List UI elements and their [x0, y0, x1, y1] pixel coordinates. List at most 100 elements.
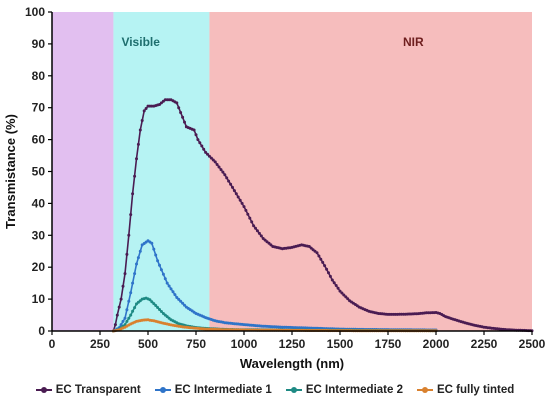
- data-point: [161, 272, 165, 276]
- data-point: [133, 174, 137, 178]
- data-point: [154, 253, 158, 257]
- data-point: [127, 299, 131, 303]
- data-point: [213, 160, 217, 164]
- data-point: [340, 291, 344, 295]
- data-point: [232, 189, 236, 193]
- data-point: [154, 304, 158, 307]
- region-label: NIR: [403, 35, 424, 49]
- data-point: [127, 316, 131, 320]
- data-point: [327, 271, 330, 275]
- data-point: [138, 128, 142, 132]
- y-tick-label: 60: [32, 133, 46, 147]
- data-point: [236, 195, 240, 199]
- data-series: [111, 98, 534, 333]
- data-point: [209, 156, 213, 160]
- data-point: [123, 316, 127, 320]
- data-point: [231, 185, 234, 189]
- legend-swatch: [285, 386, 302, 394]
- data-point: [159, 101, 163, 105]
- data-point: [344, 295, 348, 299]
- transmittance-chart: Visible NIR 0 250 500 750 1000 1250 1500 1750 200…: [3, 5, 546, 371]
- data-point: [158, 263, 161, 267]
- data-point: [144, 107, 148, 110]
- data-point: [177, 297, 181, 301]
- x-tick-label: 750: [186, 337, 206, 351]
- data-point: [257, 231, 261, 235]
- region-label: Visible: [121, 35, 160, 49]
- data-point: [242, 205, 246, 209]
- x-tick-label: 2500: [519, 337, 546, 351]
- data-point: [338, 289, 342, 293]
- region-band: [209, 12, 532, 331]
- data-point: [259, 234, 263, 238]
- x-tick-label: 1750: [375, 337, 402, 351]
- data-point: [223, 173, 227, 177]
- data-point: [334, 284, 338, 287]
- data-point: [181, 301, 185, 305]
- data-point: [136, 142, 140, 146]
- legend-label: EC Transparent: [55, 384, 141, 396]
- data-point: [240, 201, 244, 205]
- y-tick-label: 20: [32, 260, 46, 274]
- y-tick-label: 50: [32, 165, 46, 179]
- y-tick-label: 100: [25, 5, 45, 19]
- data-point: [265, 240, 269, 244]
- y-tick-label: 0: [38, 324, 45, 338]
- data-point: [221, 170, 225, 174]
- x-axis-ticks: 0 250 500 750 1000 1250 1500 1750 2000 2250 2500: [49, 331, 546, 351]
- y-tick-label: 90: [32, 37, 46, 51]
- data-point: [129, 213, 133, 217]
- legend-swatch: [35, 386, 52, 394]
- data-point: [175, 296, 179, 299]
- data-point: [183, 120, 186, 124]
- y-tick-label: 80: [32, 69, 46, 83]
- data-point: [202, 147, 206, 151]
- chart-legend: EC Transparent EC Intermediate 1 EC Interm…: [0, 384, 550, 396]
- legend-item: EC Intermediate 1: [154, 384, 272, 396]
- data-point: [131, 192, 135, 196]
- data-point: [328, 274, 332, 278]
- data-point: [159, 310, 163, 313]
- data-point: [192, 128, 196, 132]
- data-point: [129, 313, 133, 317]
- data-point: [319, 257, 323, 261]
- data-point: [181, 115, 185, 119]
- data-point: [323, 264, 327, 268]
- data-point: [217, 165, 221, 169]
- data-point: [246, 212, 250, 216]
- region-band: [113, 12, 210, 331]
- data-point: [135, 157, 138, 161]
- y-tick-label: 70: [32, 101, 46, 115]
- legend-item: EC Intermediate 2: [285, 384, 403, 396]
- data-point: [315, 251, 319, 255]
- data-point: [248, 216, 252, 220]
- data-point: [152, 247, 156, 251]
- data-point: [219, 168, 223, 172]
- data-point: [321, 260, 325, 264]
- data-point: [152, 302, 156, 306]
- data-point: [117, 305, 121, 309]
- data-point: [156, 259, 160, 263]
- data-point: [244, 208, 248, 212]
- data-point: [254, 226, 257, 230]
- data-point: [165, 281, 169, 285]
- data-point: [171, 290, 175, 294]
- x-tick-label: 0: [49, 337, 56, 351]
- data-point: [238, 198, 242, 202]
- data-point: [225, 176, 229, 180]
- legend-item: EC Transparent: [35, 384, 141, 396]
- data-point: [206, 152, 209, 156]
- data-point: [133, 272, 137, 276]
- data-point: [138, 249, 142, 253]
- legend-swatch: [154, 386, 171, 394]
- data-point: [159, 268, 163, 272]
- data-point: [196, 138, 200, 142]
- data-point: [115, 313, 119, 317]
- series-ec-transparent: [111, 98, 534, 333]
- data-point: [129, 291, 133, 295]
- legend-swatch: [417, 386, 433, 394]
- data-point: [179, 111, 183, 114]
- data-point: [215, 163, 219, 166]
- data-point: [317, 254, 321, 258]
- data-point: [229, 182, 233, 186]
